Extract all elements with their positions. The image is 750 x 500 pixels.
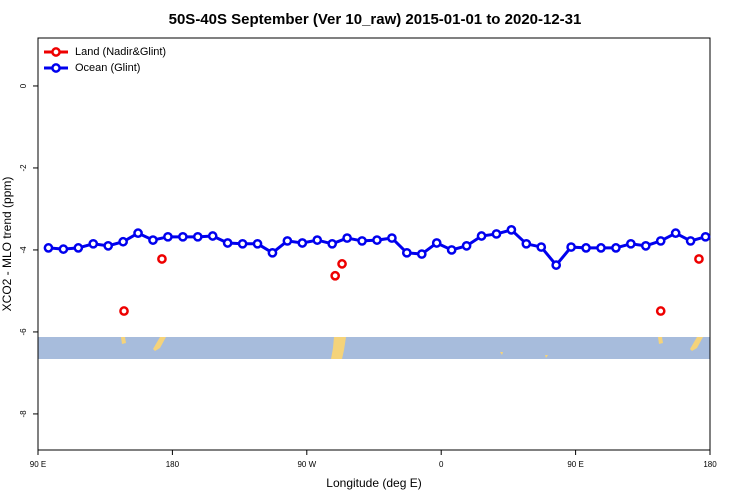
x-tick-label: 90 W xyxy=(297,460,316,469)
y-tick-label: -2 xyxy=(19,164,28,172)
data-point xyxy=(178,231,188,242)
data-point xyxy=(88,238,99,249)
x-tick-label: 90 E xyxy=(567,460,583,469)
data-point xyxy=(330,270,341,281)
legend-label: Ocean (Glint) xyxy=(75,62,140,74)
y-tick-label: -8 xyxy=(19,410,28,418)
data-point xyxy=(222,238,233,248)
data-point xyxy=(357,236,367,246)
data-point xyxy=(133,228,143,238)
data-point xyxy=(342,233,352,243)
data-point xyxy=(685,236,696,246)
data-point xyxy=(461,240,472,251)
data-point xyxy=(611,243,621,253)
data-point xyxy=(700,231,711,242)
data-point xyxy=(337,259,347,269)
x-tick-label: 90 E xyxy=(30,460,46,469)
data-point xyxy=(596,243,606,253)
y-tick-label: 0 xyxy=(19,83,28,88)
data-point xyxy=(192,231,203,242)
data-point xyxy=(73,243,84,253)
data-point xyxy=(626,238,636,249)
data-point xyxy=(402,247,412,258)
data-point xyxy=(237,238,248,249)
y-tick-label: -6 xyxy=(19,328,28,336)
plot-frame xyxy=(37,37,711,451)
data-point xyxy=(118,236,128,247)
ocean-band xyxy=(38,337,710,359)
data-point xyxy=(282,236,293,246)
data-point xyxy=(387,233,397,243)
data-point xyxy=(655,236,666,246)
data-point xyxy=(640,240,651,251)
legend-marker xyxy=(51,63,61,73)
y-tick-label: -4 xyxy=(19,246,28,254)
data-point xyxy=(566,242,576,252)
y-axis-label: XCO2 - MLO trend (ppm) xyxy=(0,177,14,312)
map-strip xyxy=(38,337,710,359)
data-point xyxy=(446,245,457,255)
data-point xyxy=(670,228,681,238)
data-point xyxy=(655,306,666,316)
x-tick-label: 180 xyxy=(703,460,717,469)
data-point xyxy=(521,238,532,249)
data-point xyxy=(58,244,69,254)
data-point xyxy=(148,235,158,245)
data-point xyxy=(103,240,114,251)
data-point xyxy=(267,247,278,258)
data-point xyxy=(431,238,442,248)
data-point xyxy=(581,243,591,253)
series-line xyxy=(48,228,706,268)
legend-label: Land (Nadir&Glint) xyxy=(75,46,166,58)
data-point xyxy=(491,229,502,239)
data-point xyxy=(312,235,323,245)
x-tick-label: 180 xyxy=(166,460,180,469)
data-point xyxy=(297,238,308,248)
data-point xyxy=(551,260,562,270)
x-axis-label: Longitude (deg E) xyxy=(326,476,421,490)
legend-marker xyxy=(51,47,61,57)
chart-title: 50S-40S September (Ver 10_raw) 2015-01-0… xyxy=(169,11,582,28)
data-point xyxy=(157,254,167,264)
data-point xyxy=(119,306,129,316)
data-point xyxy=(327,238,338,249)
data-point xyxy=(694,254,704,264)
data-point xyxy=(536,242,547,252)
data-point xyxy=(506,225,517,235)
data-point xyxy=(476,231,487,241)
data-point xyxy=(207,231,218,241)
data-point xyxy=(372,235,382,245)
data-point xyxy=(252,238,263,249)
data-point xyxy=(416,249,427,259)
data-point xyxy=(163,231,173,242)
x-tick-label: 0 xyxy=(439,460,444,469)
data-point xyxy=(43,243,54,253)
